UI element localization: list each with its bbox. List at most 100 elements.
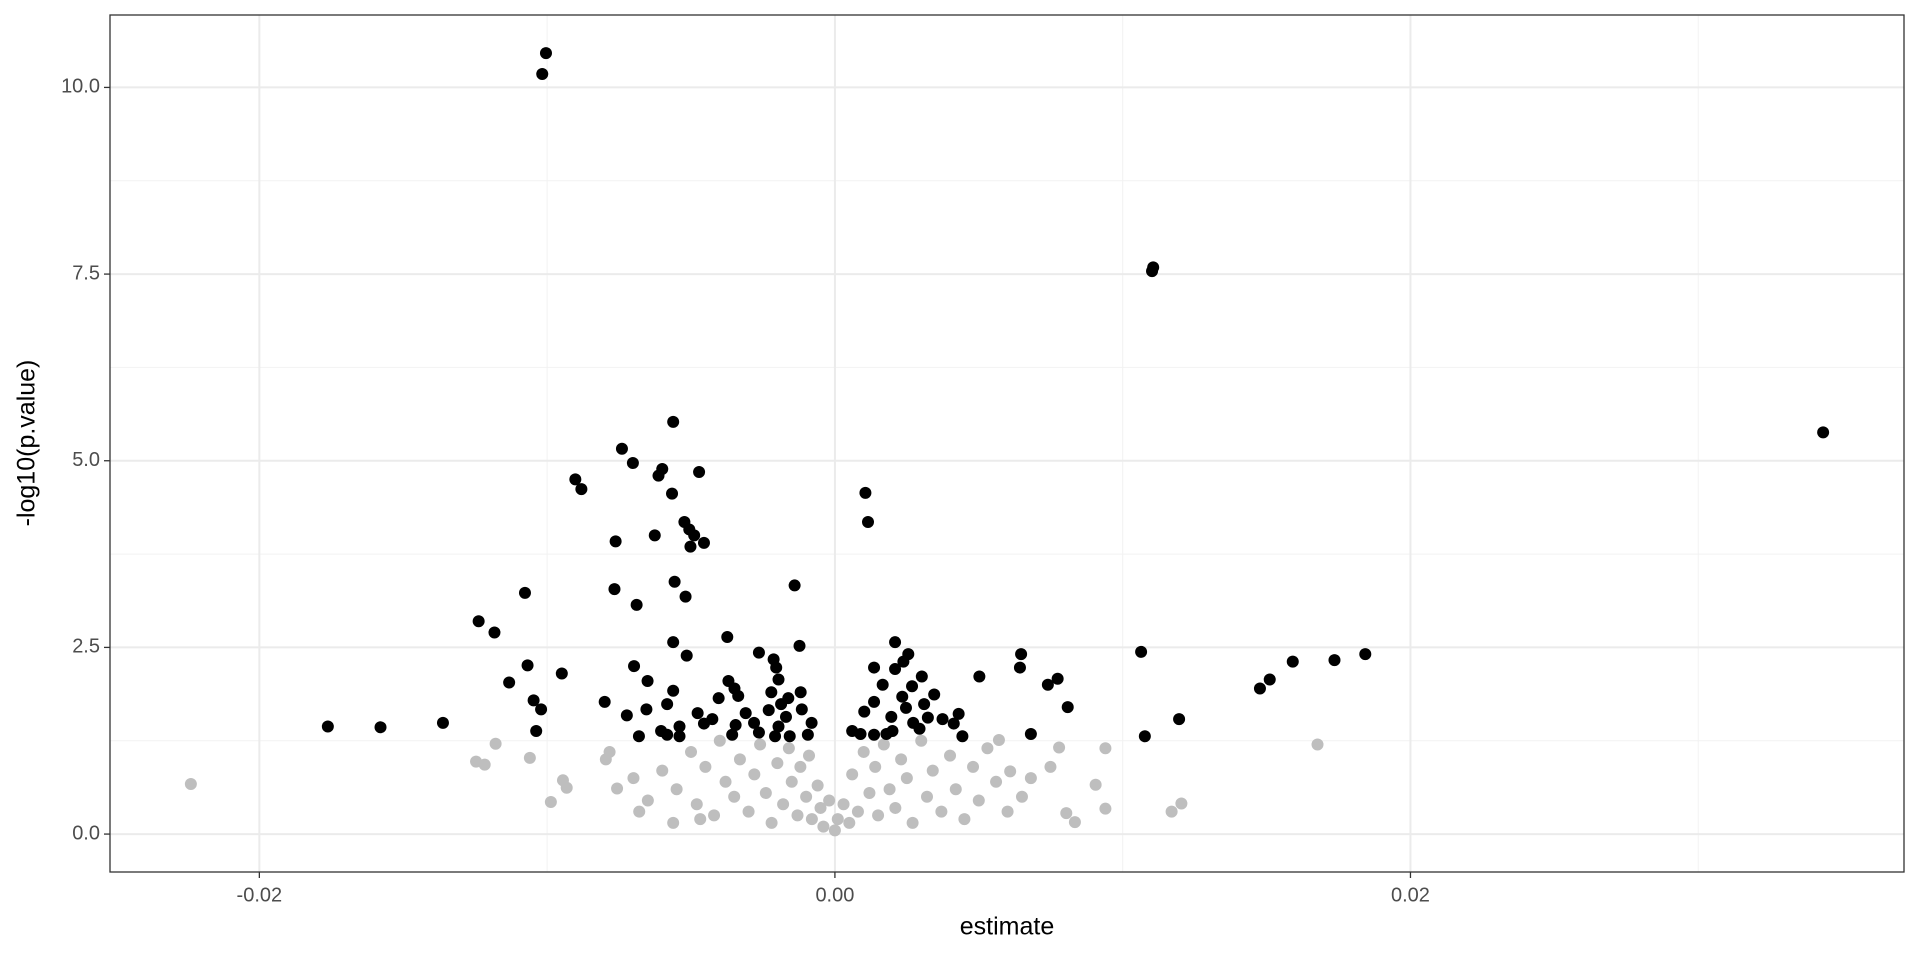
point — [770, 661, 783, 674]
point — [752, 646, 765, 659]
point — [569, 473, 582, 486]
point — [972, 794, 985, 807]
point — [926, 764, 939, 777]
point — [759, 787, 772, 800]
point — [889, 663, 902, 676]
point — [805, 813, 818, 826]
point — [321, 720, 334, 733]
grid-layer — [110, 15, 1904, 872]
point — [611, 782, 624, 795]
point — [630, 598, 643, 611]
point — [626, 456, 639, 469]
point — [666, 487, 679, 500]
point — [831, 813, 844, 826]
point — [843, 816, 856, 829]
point — [728, 790, 741, 803]
point — [990, 775, 1003, 788]
point — [478, 758, 491, 771]
point — [1041, 678, 1054, 691]
point — [863, 787, 876, 800]
point — [1817, 426, 1830, 439]
point — [1061, 701, 1074, 714]
point — [754, 738, 767, 751]
point — [667, 636, 680, 649]
point — [1099, 802, 1112, 815]
point — [779, 710, 792, 723]
point — [811, 779, 824, 792]
point — [1044, 760, 1057, 773]
point — [691, 707, 704, 720]
point — [947, 717, 960, 730]
point — [535, 703, 548, 716]
point — [1024, 772, 1037, 785]
point — [1099, 742, 1112, 755]
point — [690, 798, 703, 811]
point — [680, 649, 693, 662]
point — [981, 742, 994, 755]
point — [1311, 738, 1324, 751]
point — [539, 47, 552, 60]
point — [523, 751, 536, 764]
point — [752, 726, 765, 739]
point — [828, 824, 841, 837]
point — [896, 690, 909, 703]
point — [748, 716, 761, 729]
point — [889, 801, 902, 814]
point — [627, 772, 640, 785]
axes-layer: -0.02 0.00 0.02 0.0 2.5 5.0 7.5 10.0 — [61, 76, 1430, 907]
point — [1001, 805, 1014, 818]
point — [652, 469, 665, 482]
point — [536, 67, 549, 80]
point — [673, 720, 686, 733]
point — [739, 707, 752, 720]
point — [472, 615, 485, 628]
point — [1173, 713, 1186, 726]
point — [880, 728, 893, 741]
point — [1051, 672, 1064, 685]
point — [488, 626, 501, 639]
point — [732, 689, 745, 702]
point — [869, 760, 882, 773]
point — [685, 745, 698, 758]
point — [555, 667, 568, 680]
point — [956, 730, 969, 743]
point — [935, 805, 948, 818]
point — [795, 703, 808, 716]
panel-border — [109, 14, 1905, 873]
point — [814, 801, 827, 814]
point — [648, 529, 661, 542]
point — [656, 764, 669, 777]
point — [684, 540, 697, 553]
point — [920, 790, 933, 803]
point — [771, 757, 784, 770]
point — [713, 734, 726, 747]
point — [783, 730, 796, 743]
point — [518, 586, 531, 599]
point — [868, 728, 881, 741]
point — [733, 753, 746, 766]
point — [640, 703, 653, 716]
point — [1328, 654, 1341, 667]
point — [944, 749, 957, 762]
point — [777, 798, 790, 811]
point — [598, 695, 611, 708]
point — [632, 730, 645, 743]
point — [992, 733, 1005, 746]
point — [1165, 805, 1178, 818]
point — [1089, 778, 1102, 791]
point — [184, 778, 197, 791]
point — [794, 760, 807, 773]
point — [670, 783, 683, 796]
point — [521, 659, 534, 672]
point — [800, 790, 813, 803]
point — [661, 728, 674, 741]
point — [374, 721, 387, 734]
point — [906, 816, 919, 829]
point — [697, 717, 710, 730]
point — [915, 670, 928, 683]
point — [721, 630, 734, 643]
point — [762, 704, 775, 717]
point — [851, 805, 864, 818]
